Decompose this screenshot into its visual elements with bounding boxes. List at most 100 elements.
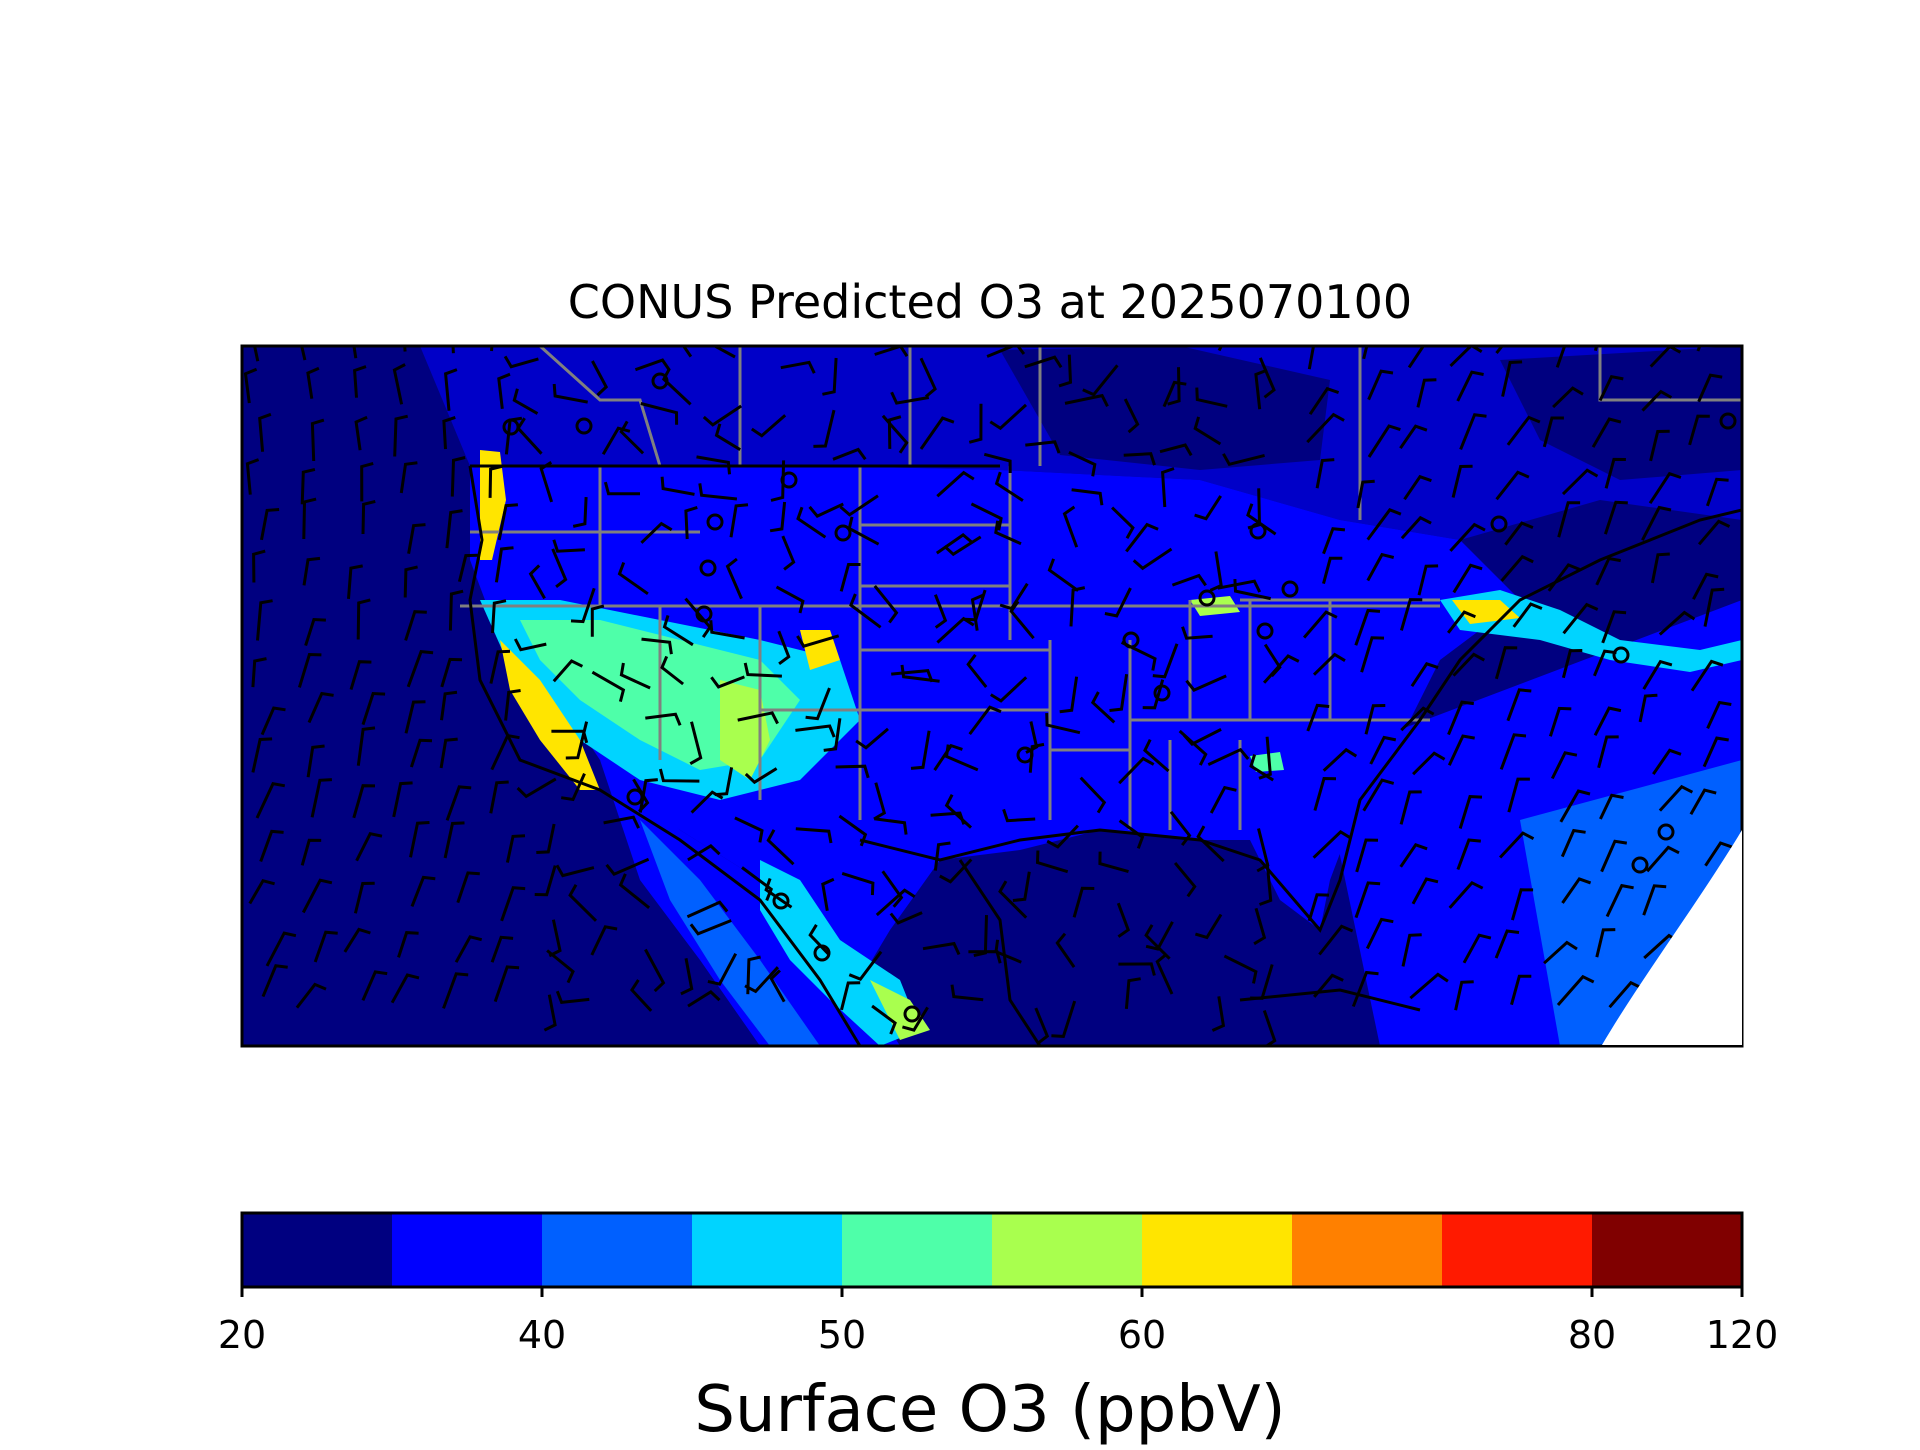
- wind-barb: [1069, 586, 1086, 627]
- wind-barb: [968, 705, 1002, 736]
- wind-barb: [555, 864, 595, 878]
- wind-barb: [590, 925, 618, 956]
- wind-barb: [1448, 880, 1484, 909]
- wind-barb: [1449, 346, 1483, 367]
- wind-barb: [539, 461, 554, 503]
- calm-wind-marker: [1249, 522, 1267, 540]
- wind-barb: [1322, 747, 1358, 772]
- wind-barb: [302, 497, 317, 540]
- wind-barb: [1024, 355, 1063, 369]
- wind-barb: [1258, 862, 1273, 906]
- wind-barb: [1690, 659, 1724, 692]
- wind-barb: [1595, 556, 1621, 586]
- wind-barb: [490, 733, 520, 771]
- wind-barb: [301, 878, 333, 914]
- wind-barb: [1253, 907, 1267, 946]
- wind-barb: [310, 778, 332, 818]
- wind-barb: [1185, 674, 1227, 692]
- wind-barb: [534, 865, 557, 897]
- mexico-plume-green: [870, 980, 930, 1040]
- wind-barb: [560, 772, 586, 802]
- wind-barb: [1322, 527, 1346, 555]
- wind-barb: [243, 367, 258, 404]
- wind-barb: [1090, 691, 1116, 724]
- wind-barb: [939, 858, 973, 884]
- colorbar-tick-label: 40: [517, 1313, 567, 1357]
- wind-barb: [943, 535, 982, 557]
- wind-barb: [1246, 503, 1277, 536]
- wind-barb: [410, 875, 436, 907]
- wind-barb: [1409, 972, 1449, 1000]
- wind-barb: [1098, 851, 1129, 874]
- wind-barb: [1510, 888, 1534, 921]
- wind-barb: [1598, 375, 1624, 402]
- pacific-band: [242, 346, 820, 1046]
- wind-barb: [261, 964, 288, 998]
- colorbar-label: Surface O3 (ppbV): [694, 1373, 1286, 1447]
- wind-barb: [1058, 354, 1073, 388]
- wind-barb: [1366, 552, 1395, 582]
- wind-barb: [1222, 453, 1265, 467]
- wind-barb: [1181, 626, 1213, 640]
- wind-barb: [1307, 346, 1316, 370]
- wind-barb: [1561, 649, 1583, 679]
- calm-wind-marker: [699, 559, 717, 577]
- atlanta-green: [1250, 752, 1284, 772]
- wind-barb: [934, 594, 948, 629]
- wind-barb: [1355, 838, 1379, 873]
- wind-barb: [245, 458, 260, 495]
- wind-barb: [552, 539, 585, 553]
- wind-barb: [1697, 519, 1731, 546]
- wind-barb: [994, 471, 1024, 502]
- wind-barb: [295, 982, 327, 1009]
- colorbar-tick-label: 20: [217, 1313, 267, 1357]
- wind-barb: [356, 598, 371, 640]
- wind-barb: [1401, 933, 1422, 967]
- wind-barb: [698, 483, 738, 501]
- calm-wind-marker: [772, 892, 790, 910]
- wind-barb: [1604, 457, 1626, 489]
- wind-barb: [769, 969, 786, 1003]
- wind-barb: [1591, 417, 1622, 448]
- wind-barb: [1454, 980, 1474, 1011]
- wind-barb: [1046, 824, 1079, 849]
- wind-barb: [409, 821, 430, 858]
- wind-barb: [349, 660, 372, 691]
- wind-barb: [590, 604, 605, 637]
- calm-wind-marker: [626, 788, 644, 806]
- colorbar-bin: [1442, 1213, 1593, 1287]
- wind-barb: [1658, 784, 1694, 812]
- wind-barb: [823, 718, 842, 752]
- wind-barb: [919, 357, 937, 398]
- wind-barb: [1638, 693, 1658, 723]
- wind-barb: [1555, 346, 1567, 368]
- wind-barb: [1351, 970, 1379, 1008]
- wind-barb: [500, 886, 526, 922]
- calm-wind-marker: [1281, 580, 1299, 598]
- wind-barb: [1542, 416, 1564, 448]
- wind-barb: [645, 712, 682, 726]
- wind-barb: [808, 502, 844, 518]
- wind-barb: [445, 509, 463, 549]
- wind-barb: [781, 535, 796, 571]
- wind-barb: [849, 593, 882, 629]
- wind-barb: [1104, 587, 1132, 618]
- wind-barb: [1705, 477, 1729, 507]
- colorbar-bin: [1292, 1213, 1443, 1287]
- wind-barb: [619, 662, 651, 690]
- wind-barb: [603, 481, 640, 496]
- wind-barb: [1692, 572, 1719, 600]
- wind-barb: [392, 363, 406, 405]
- wind-barb: [1652, 748, 1682, 775]
- wind-barb: [1217, 579, 1262, 593]
- wind-barb: [493, 965, 520, 1003]
- wind-barb: [658, 768, 700, 783]
- wind-barb: [1689, 788, 1717, 815]
- calm-wind-marker: [1657, 823, 1675, 841]
- wind-barb: [1362, 778, 1395, 812]
- wind-barb: [440, 690, 458, 721]
- wind-barb: [1704, 841, 1733, 867]
- wind-barb: [1547, 563, 1581, 592]
- wind-barb: [1169, 810, 1192, 847]
- wind-barb: [256, 599, 273, 641]
